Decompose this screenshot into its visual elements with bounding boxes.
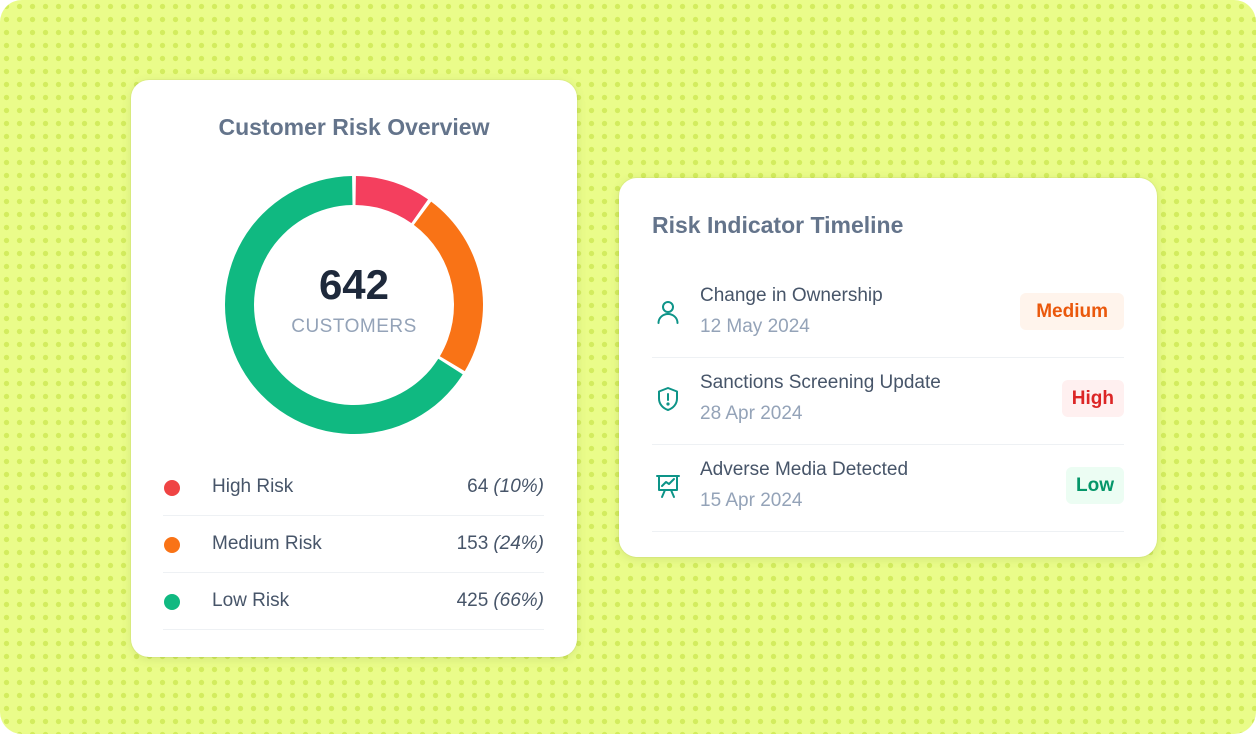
donut-svg — [225, 176, 483, 434]
legend-label: Low Risk — [212, 590, 290, 611]
risk-level-badge: Low — [1066, 467, 1124, 504]
timeline-item[interactable]: Adverse Media Detected 15 Apr 2024 Low — [652, 446, 1124, 532]
presentation-chart-icon — [654, 472, 682, 500]
risk-donut-chart: 642 CUSTOMERS — [223, 174, 485, 436]
legend-count: 64 — [467, 476, 489, 497]
event-date: 12 May 2024 — [700, 316, 810, 337]
legend-row-low: Low Risk 425 (66%) — [163, 574, 544, 630]
timeline-item[interactable]: Change in Ownership 12 May 2024 Medium — [652, 272, 1124, 358]
card-title: Customer Risk Overview — [218, 114, 490, 140]
shield-alert-icon — [654, 385, 682, 413]
risk-level-badge: Medium — [1020, 293, 1124, 330]
event-name: Adverse Media Detected — [700, 459, 909, 480]
legend-label: High Risk — [212, 476, 294, 497]
total-customers-label: CUSTOMERS — [291, 316, 417, 337]
legend-row-high: High Risk 64 (10%) — [163, 460, 544, 516]
legend-label: Medium Risk — [212, 533, 322, 554]
high-risk-dot — [164, 480, 180, 496]
total-customers-value: 642 — [318, 261, 390, 308]
legend-percent: (24%) — [493, 533, 544, 554]
low-risk-dot — [164, 594, 180, 610]
event-date: 15 Apr 2024 — [700, 490, 803, 511]
customer-risk-overview-card: Customer Risk Overview 642 CUSTOMERS Hig… — [131, 80, 577, 657]
legend-value: 153 (24%) — [457, 533, 544, 555]
event-date: 28 Apr 2024 — [700, 403, 803, 424]
timeline-list: Change in Ownership 12 May 2024 Medium S… — [652, 272, 1124, 532]
risk-indicator-timeline-card: Risk Indicator Timeline Change in Owners… — [619, 178, 1157, 557]
medium-risk-segment — [413, 201, 483, 372]
event-name: Change in Ownership — [700, 285, 883, 306]
timeline-item[interactable]: Sanctions Screening Update 28 Apr 2024 H… — [652, 359, 1124, 445]
medium-risk-dot — [164, 537, 180, 553]
event-name: Sanctions Screening Update — [700, 372, 941, 393]
legend-count: 153 — [456, 533, 489, 554]
card-title: Risk Indicator Timeline — [652, 212, 904, 238]
risk-legend: High Risk 64 (10%) Medium Risk 153 (24%) L… — [163, 460, 544, 630]
legend-count: 425 — [456, 590, 489, 611]
legend-value: 64 (10%) — [467, 476, 544, 498]
user-icon — [654, 298, 682, 326]
high-risk-segment — [355, 176, 429, 224]
legend-value: 425 (66%) — [457, 590, 544, 612]
risk-level-badge: High — [1061, 380, 1124, 417]
legend-percent: (10%) — [493, 476, 544, 497]
legend-percent: (66%) — [493, 590, 544, 611]
legend-row-medium: Medium Risk 153 (24%) — [163, 517, 544, 573]
